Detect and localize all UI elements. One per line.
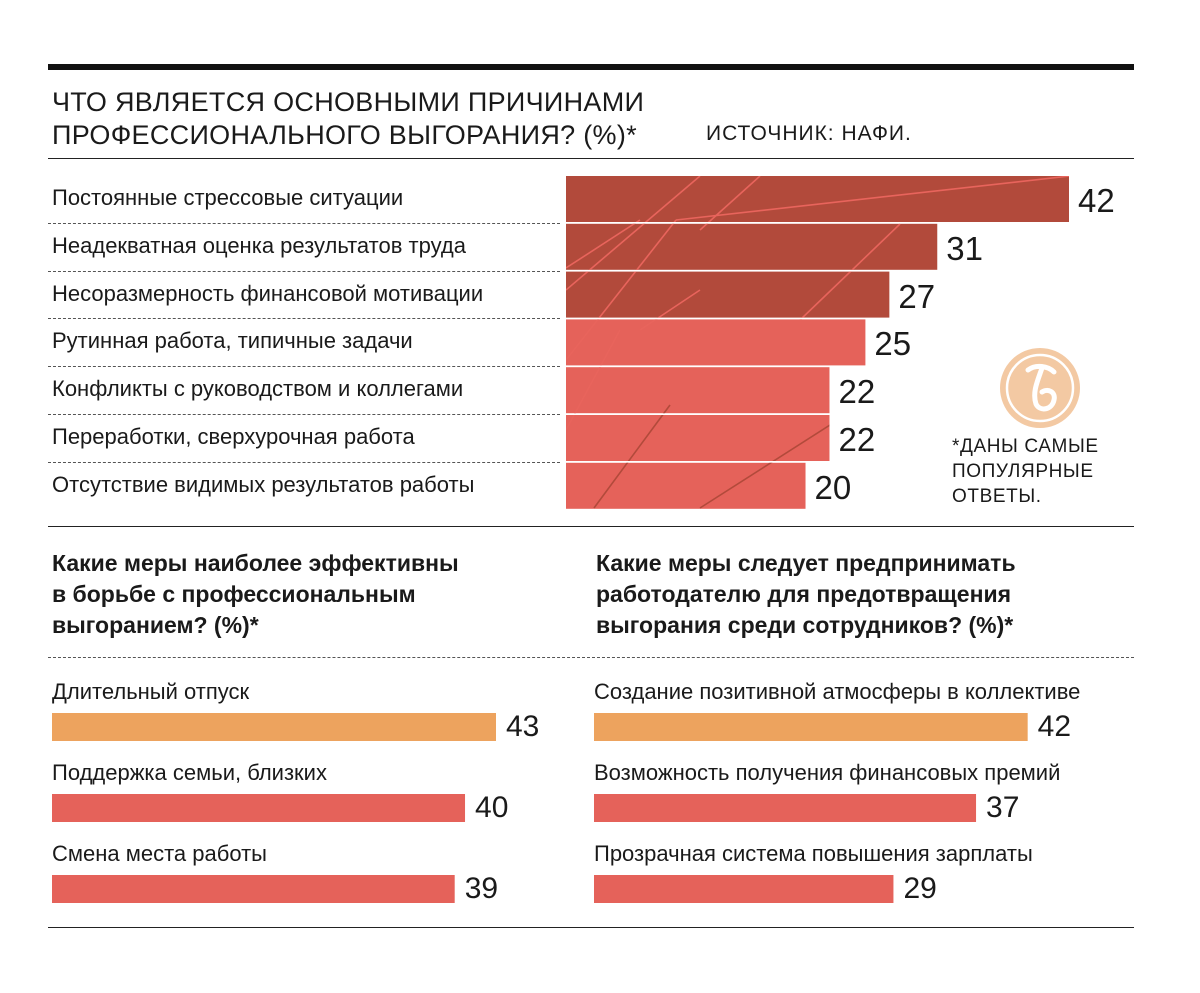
measure-bar — [52, 794, 466, 822]
bar-pattern — [566, 176, 1069, 509]
reason-value: 31 — [946, 229, 983, 267]
chart-title-line1: ЧТО ЯВЛЯЕТСЯ ОСНОВНЫМИ ПРИЧИНАМИ — [52, 87, 645, 117]
measure-value: 29 — [903, 872, 937, 905]
measure-value: 43 — [506, 710, 540, 743]
row-separator — [48, 461, 560, 463]
measure-bar — [52, 875, 455, 903]
measure-bar — [594, 713, 1028, 741]
reason-value: 27 — [898, 277, 936, 315]
reason-bar — [566, 319, 866, 366]
measure-label: Возможность получения финансовых премий — [594, 760, 1061, 785]
chart-title-line2: ПРОФЕССИОНАЛЬНОГО ВЫГОРАНИЯ? (%)* — [52, 120, 637, 150]
employer-measures-title-line1: Какие меры следует предпринимать — [596, 550, 1016, 576]
kommersant-logo-icon — [1000, 348, 1080, 428]
reason-bar — [566, 176, 1069, 222]
measure-value: 39 — [464, 872, 499, 905]
row-separator — [48, 222, 560, 224]
footnote-line2: ПОПУЛЯРНЫЕ — [952, 461, 1094, 482]
reason-label: Неадекватная оценка результатов труда — [52, 232, 466, 258]
employer-measures-title: Какие меры следует предпринимать работод… — [596, 548, 1016, 641]
reason-bar — [566, 271, 890, 318]
measures-title: Какие меры наиболее эффективны в борьбе … — [52, 548, 459, 641]
measure-label: Прозрачная система повышения зарплаты — [594, 841, 1033, 866]
reason-value: 20 — [814, 468, 852, 506]
bottom-rule — [48, 927, 1134, 928]
measure-label: Смена места работы — [52, 841, 267, 866]
measures-title-line2: в борьбе с профессиональным — [52, 581, 416, 607]
reason-value: 25 — [874, 325, 912, 363]
measure-value: 37 — [986, 791, 1020, 824]
chart-title: ЧТО ЯВЛЯЕТСЯ ОСНОВНЫМИ ПРИЧИНАМИ ПРОФЕСС… — [52, 86, 644, 152]
measure-value: 40 — [475, 791, 509, 824]
reason-bar — [566, 367, 830, 414]
measure-bar — [52, 713, 496, 741]
row-separator — [48, 318, 560, 320]
source-note: ИСТОЧНИК: НАФИ. — [706, 122, 912, 145]
measure-label: Поддержка семьи, близких — [52, 760, 327, 785]
reason-label: Рутинная работа, типичные задачи — [52, 328, 413, 354]
reason-bar — [566, 462, 806, 509]
reason-value: 22 — [838, 373, 876, 411]
row-separator — [48, 270, 560, 272]
footnote: *ДАНЫ САМЫЕ ПОПУЛЯРНЫЕ ОТВЕТЫ. — [952, 434, 1099, 509]
lower-dashed-divider — [48, 657, 1134, 658]
section-divider — [48, 526, 1134, 527]
reason-label: Конфликты с руководством и коллегами — [52, 376, 464, 402]
reason-value: 42 — [1078, 182, 1115, 219]
reason-label: Переработки, сверхурочная работа — [52, 424, 415, 449]
employer-measures-title-line2: работодателю для предотвращения — [596, 581, 1012, 607]
measure-value: 42 — [1037, 710, 1072, 743]
measures-title-line1: Какие меры наиболее эффективны — [52, 550, 459, 576]
measure-label: Длительный отпуск — [52, 679, 250, 704]
reason-value: 22 — [838, 421, 876, 458]
measure-label: Создание позитивной атмосферы в коллекти… — [594, 679, 1081, 704]
reason-label: Отсутствие видимых результатов работы — [52, 471, 475, 497]
reason-label: Несоразмерность финансовой мотивации — [52, 280, 484, 306]
measure-bar — [594, 794, 977, 822]
reason-label: Постоянные стрессовые ситуации — [52, 185, 404, 210]
measure-bar — [594, 875, 894, 903]
footnote-line1: *ДАНЫ САМЫЕ — [952, 436, 1099, 457]
footnote-line3: ОТВЕТЫ. — [952, 486, 1042, 507]
header-divider — [48, 158, 1134, 159]
measures-title-line3: выгоранием? (%)* — [52, 612, 259, 638]
top-rule — [48, 64, 1134, 70]
row-separator — [48, 414, 560, 415]
row-separator — [48, 366, 560, 368]
employer-measures-title-line3: выгорания среди сотрудников? (%)* — [596, 612, 1014, 638]
